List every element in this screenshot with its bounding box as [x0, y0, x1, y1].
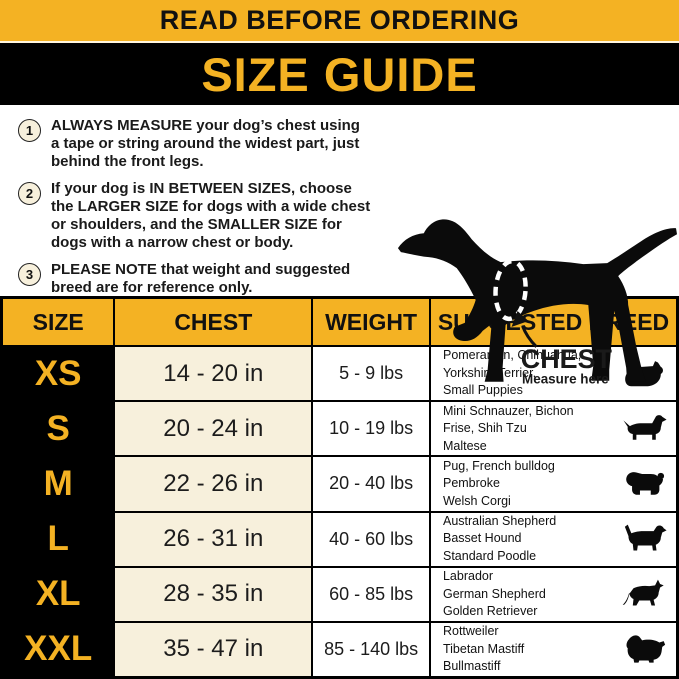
breed-cell: Australian Shepherd Basset Hound Standar…: [428, 512, 676, 566]
weight-cell: 40 - 60 lbs: [311, 512, 429, 566]
instruction-number-badge: 2: [18, 182, 41, 205]
instruction-text: ALWAYS MEASURE your dog’s chest using a …: [51, 117, 360, 170]
german-shepherd-icon: [620, 576, 668, 612]
table-row-m: M 22 - 26 in 20 - 40 lbs Pug, French bul…: [3, 455, 676, 511]
weight-cell: 60 - 85 lbs: [311, 567, 429, 621]
table-row-l: L 26 - 31 in 40 - 60 lbs Australian Shep…: [3, 510, 676, 566]
instruction-item-2: 2 If your dog is IN BETWEEN SIZES, choos…: [18, 180, 386, 252]
weight-cell: 10 - 19 lbs: [311, 402, 429, 456]
header-chest: CHEST: [113, 299, 312, 345]
banner-divider: [0, 41, 679, 43]
breed-list: Labrador German Shepherd Golden Retrieve…: [442, 569, 546, 619]
breed-cell: Mini Schnauzer, Bichon Frise, Shih Tzu M…: [428, 402, 676, 456]
title-banner: SIZE GUIDE: [0, 43, 679, 105]
breed-list: Australian Shepherd Basset Hound Standar…: [442, 513, 557, 563]
chest-arrowhead-icon: [511, 310, 529, 327]
breed-list: Rottweiler Tibetan Mastiff Bullmastiff: [442, 624, 525, 674]
top-banner: READ BEFORE ORDERING: [0, 0, 679, 41]
weight-cell: 20 - 40 lbs: [311, 457, 429, 511]
size-cell: S: [3, 402, 114, 456]
instruction-text: If your dog is IN BETWEEN SIZES, choose …: [51, 180, 371, 251]
instruction-item-3: 3 PLEASE NOTE that weight and suggested …: [18, 261, 386, 297]
dachshund-icon: [620, 411, 668, 447]
table-row-xl: XL 28 - 35 in 60 - 85 lbs Labrador Germa…: [3, 565, 676, 621]
chest-cell: 14 - 20 in: [113, 347, 312, 401]
hound-icon: [620, 521, 668, 557]
instructions-list: 1 ALWAYS MEASURE your dog’s chest using …: [18, 117, 386, 306]
size-guide-title: SIZE GUIDE: [201, 47, 478, 101]
size-cell: XS: [3, 347, 114, 401]
size-cell: M: [3, 457, 114, 511]
instruction-number-badge: 1: [18, 119, 41, 142]
instruction-text: PLEASE NOTE that weight and suggested br…: [51, 261, 351, 296]
read-before-ordering-title: READ BEFORE ORDERING: [159, 5, 520, 35]
chest-cell: 20 - 24 in: [113, 402, 312, 456]
chest-cell: 35 - 47 in: [113, 622, 312, 677]
chest-arrow-icon: [521, 325, 538, 348]
weight-cell: 5 - 9 lbs: [311, 347, 429, 401]
breed-list: Pug, French bulldog Pembroke Welsh Corgi: [442, 458, 555, 508]
table-row-s: S 20 - 24 in 10 - 19 lbs Mini Schnauzer,…: [3, 400, 676, 456]
pointer-dog-silhouette-icon: [397, 219, 678, 382]
size-cell: XXL: [3, 622, 114, 677]
table-row-xxl: XXL 35 - 47 in 85 - 140 lbs Rottweiler T…: [3, 620, 676, 677]
measure-here-label: Measure here: [522, 372, 609, 387]
chest-measure-diagram: CHEST Measure here: [380, 208, 679, 398]
size-cell: L: [3, 512, 114, 566]
breed-list: Mini Schnauzer, Bichon Frise, Shih Tzu M…: [442, 403, 574, 453]
breed-cell: Rottweiler Tibetan Mastiff Bullmastiff: [428, 622, 676, 677]
instruction-item-1: 1 ALWAYS MEASURE your dog’s chest using …: [18, 117, 386, 171]
breed-cell: Labrador German Shepherd Golden Retrieve…: [428, 567, 676, 621]
breed-cell: Pug, French bulldog Pembroke Welsh Corgi: [428, 457, 676, 511]
pug-icon: [620, 466, 668, 502]
info-section: 1 ALWAYS MEASURE your dog’s chest using …: [0, 105, 679, 387]
chest-label: CHEST: [521, 344, 613, 374]
mastiff-icon: [620, 631, 668, 667]
weight-cell: 85 - 140 lbs: [311, 622, 429, 677]
chest-cell: 22 - 26 in: [113, 457, 312, 511]
size-table: SIZE CHEST WEIGHT SUGGESTED BREED XS 14 …: [0, 296, 679, 679]
instruction-number-badge: 3: [18, 263, 41, 286]
chest-cell: 28 - 35 in: [113, 567, 312, 621]
header-size: SIZE: [3, 299, 114, 345]
chest-cell: 26 - 31 in: [113, 512, 312, 566]
header-weight: WEIGHT: [311, 299, 429, 345]
size-cell: XL: [3, 567, 114, 621]
